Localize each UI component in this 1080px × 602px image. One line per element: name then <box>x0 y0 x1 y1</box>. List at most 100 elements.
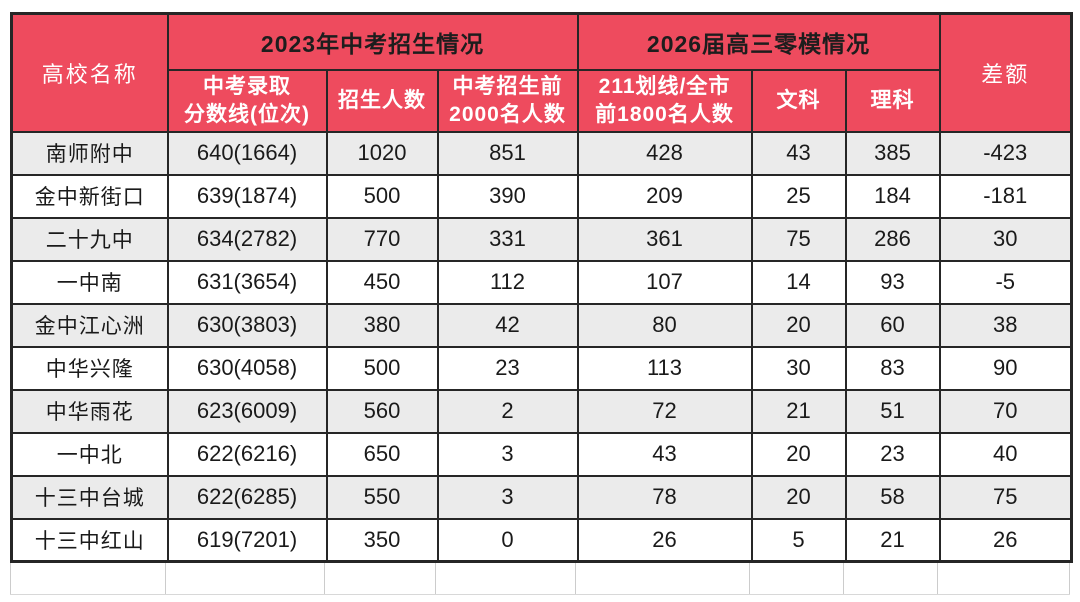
enrollment-cell: 560 <box>325 388 439 434</box>
science-cell: 60 <box>844 302 941 348</box>
score-rank-cell: 634(2782) <box>166 216 328 262</box>
empty-cell <box>10 563 166 594</box>
school-name-cell: 十三中台城 <box>10 474 169 520</box>
subheader-enrollment: 招生人数 <box>325 68 439 133</box>
school-name-cell: 二十九中 <box>10 216 169 262</box>
liberal-arts-cell: 75 <box>750 216 847 262</box>
top2000-cell: 42 <box>436 302 579 348</box>
table-row: 金中江心洲 630(3803) 380 42 80 20 60 38 <box>10 302 1073 348</box>
school-name-cell: 金中新街口 <box>10 173 169 219</box>
subheader-top2000: 中考招生前 2000名人数 <box>436 68 579 133</box>
line211-cell: 26 <box>576 517 753 563</box>
empty-cell <box>166 563 325 594</box>
empty-cell <box>576 563 750 594</box>
difference-cell: -181 <box>938 173 1073 219</box>
liberal-arts-cell: 21 <box>750 388 847 434</box>
subheader-science: 理科 <box>844 68 941 133</box>
difference-cell: -423 <box>938 130 1073 176</box>
difference-cell: 75 <box>938 474 1073 520</box>
empty-cell <box>436 563 576 594</box>
subheader-211-line: 211划线/全市 前1800名人数 <box>576 68 753 133</box>
table-row: 一中南 631(3654) 450 112 107 14 93 -5 <box>10 259 1073 305</box>
score-rank-cell: 630(4058) <box>166 345 328 391</box>
score-rank-cell: 631(3654) <box>166 259 328 305</box>
school-name-cell: 中华雨花 <box>10 388 169 434</box>
empty-cell <box>750 563 844 594</box>
table-row: 南师附中 640(1664) 1020 851 428 43 385 -423 <box>10 130 1073 176</box>
score-rank-cell: 623(6009) <box>166 388 328 434</box>
empty-trailing-row <box>10 563 1070 595</box>
empty-cell <box>938 563 1070 594</box>
header-sub-row: 中考录取 分数线(位次) 招生人数 中考招生前 2000名人数 211划线/全市… <box>12 68 1072 133</box>
enrollment-cell: 500 <box>325 345 439 391</box>
difference-cell: -5 <box>938 259 1073 305</box>
liberal-arts-cell: 20 <box>750 431 847 477</box>
score-rank-cell: 622(6216) <box>166 431 328 477</box>
science-cell: 93 <box>844 259 941 305</box>
line211-cell: 78 <box>576 474 753 520</box>
enrollment-cell: 770 <box>325 216 439 262</box>
line211-cell: 43 <box>576 431 753 477</box>
score-rank-cell: 630(3803) <box>166 302 328 348</box>
line211-cell: 72 <box>576 388 753 434</box>
table-row: 金中新街口 639(1874) 500 390 209 25 184 -181 <box>10 173 1073 219</box>
school-name-cell: 金中江心洲 <box>10 302 169 348</box>
table-row: 一中北 622(6216) 650 3 43 20 23 40 <box>10 431 1073 477</box>
difference-cell: 26 <box>938 517 1073 563</box>
top2000-cell: 2 <box>436 388 579 434</box>
admission-table-wrap: 高校名称 2023年中考招生情况 2026届高三零模情况 差额 中考录取 分数线… <box>10 12 1073 595</box>
top2000-cell: 851 <box>436 130 579 176</box>
top2000-cell: 23 <box>436 345 579 391</box>
line211-cell: 428 <box>576 130 753 176</box>
table-row: 十三中台城 622(6285) 550 3 78 20 58 75 <box>10 474 1073 520</box>
liberal-arts-cell: 43 <box>750 130 847 176</box>
score-rank-cell: 640(1664) <box>166 130 328 176</box>
enrollment-cell: 650 <box>325 431 439 477</box>
difference-cell: 30 <box>938 216 1073 262</box>
liberal-arts-cell: 30 <box>750 345 847 391</box>
enrollment-cell: 1020 <box>325 130 439 176</box>
science-cell: 286 <box>844 216 941 262</box>
admission-table: 高校名称 2023年中考招生情况 2026届高三零模情况 差额 中考录取 分数线… <box>10 12 1073 563</box>
science-cell: 23 <box>844 431 941 477</box>
difference-cell: 40 <box>938 431 1073 477</box>
top2000-cell: 112 <box>436 259 579 305</box>
liberal-arts-cell: 14 <box>750 259 847 305</box>
liberal-arts-cell: 5 <box>750 517 847 563</box>
difference-cell: 90 <box>938 345 1073 391</box>
subheader-score-line: 中考录取 分数线(位次) <box>166 68 328 133</box>
line211-cell: 209 <box>576 173 753 219</box>
score-rank-cell: 622(6285) <box>166 474 328 520</box>
header-difference: 差额 <box>938 12 1073 133</box>
school-name-cell: 中华兴隆 <box>10 345 169 391</box>
science-cell: 51 <box>844 388 941 434</box>
line211-cell: 361 <box>576 216 753 262</box>
table-row: 中华雨花 623(6009) 560 2 72 21 51 70 <box>10 388 1073 434</box>
table-row: 十三中红山 619(7201) 350 0 26 5 21 26 <box>10 517 1073 563</box>
difference-cell: 70 <box>938 388 1073 434</box>
score-rank-cell: 619(7201) <box>166 517 328 563</box>
enrollment-cell: 550 <box>325 474 439 520</box>
top2000-cell: 331 <box>436 216 579 262</box>
table-body: 南师附中 640(1664) 1020 851 428 43 385 -423 … <box>10 130 1073 563</box>
difference-cell: 38 <box>938 302 1073 348</box>
header-group-2023: 2023年中考招生情况 <box>166 12 579 71</box>
science-cell: 21 <box>844 517 941 563</box>
top2000-cell: 3 <box>436 431 579 477</box>
liberal-arts-cell: 25 <box>750 173 847 219</box>
header-group-2026: 2026届高三零模情况 <box>576 12 941 71</box>
school-name-cell: 一中南 <box>10 259 169 305</box>
enrollment-cell: 450 <box>325 259 439 305</box>
enrollment-cell: 380 <box>325 302 439 348</box>
top2000-cell: 390 <box>436 173 579 219</box>
top2000-cell: 3 <box>436 474 579 520</box>
subheader-liberal-arts: 文科 <box>750 68 847 133</box>
header-group-row: 高校名称 2023年中考招生情况 2026届高三零模情况 差额 <box>10 12 1073 133</box>
science-cell: 385 <box>844 130 941 176</box>
liberal-arts-cell: 20 <box>750 474 847 520</box>
line211-cell: 80 <box>576 302 753 348</box>
header-school-name: 高校名称 <box>10 12 169 133</box>
school-name-cell: 南师附中 <box>10 130 169 176</box>
liberal-arts-cell: 20 <box>750 302 847 348</box>
